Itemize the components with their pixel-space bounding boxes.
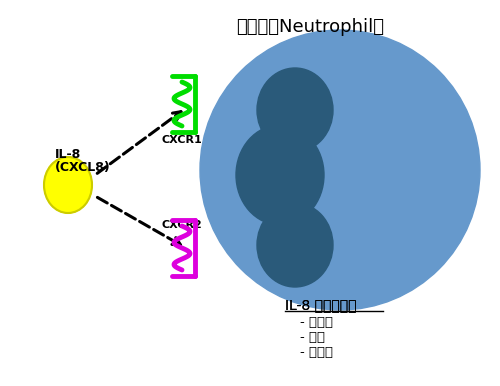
Text: IL-8: IL-8	[55, 148, 81, 161]
Text: IL-8 誘導活性：: IL-8 誘導活性：	[285, 298, 356, 312]
Text: IL-8 誘導活性：: IL-8 誘導活性：	[285, 298, 356, 312]
Ellipse shape	[44, 157, 92, 213]
Ellipse shape	[257, 203, 333, 287]
Ellipse shape	[257, 68, 333, 152]
Text: CXCR1: CXCR1	[162, 135, 203, 145]
Text: 好中球（Neutrophil）: 好中球（Neutrophil）	[236, 18, 384, 36]
Text: - 活性化: - 活性化	[300, 346, 333, 359]
Text: (CXCL8): (CXCL8)	[55, 161, 111, 174]
Circle shape	[200, 30, 480, 310]
Text: - 接着: - 接着	[300, 331, 325, 344]
Text: - 走化性: - 走化性	[300, 316, 333, 329]
Ellipse shape	[236, 125, 324, 225]
Text: CXCR2: CXCR2	[162, 220, 203, 230]
